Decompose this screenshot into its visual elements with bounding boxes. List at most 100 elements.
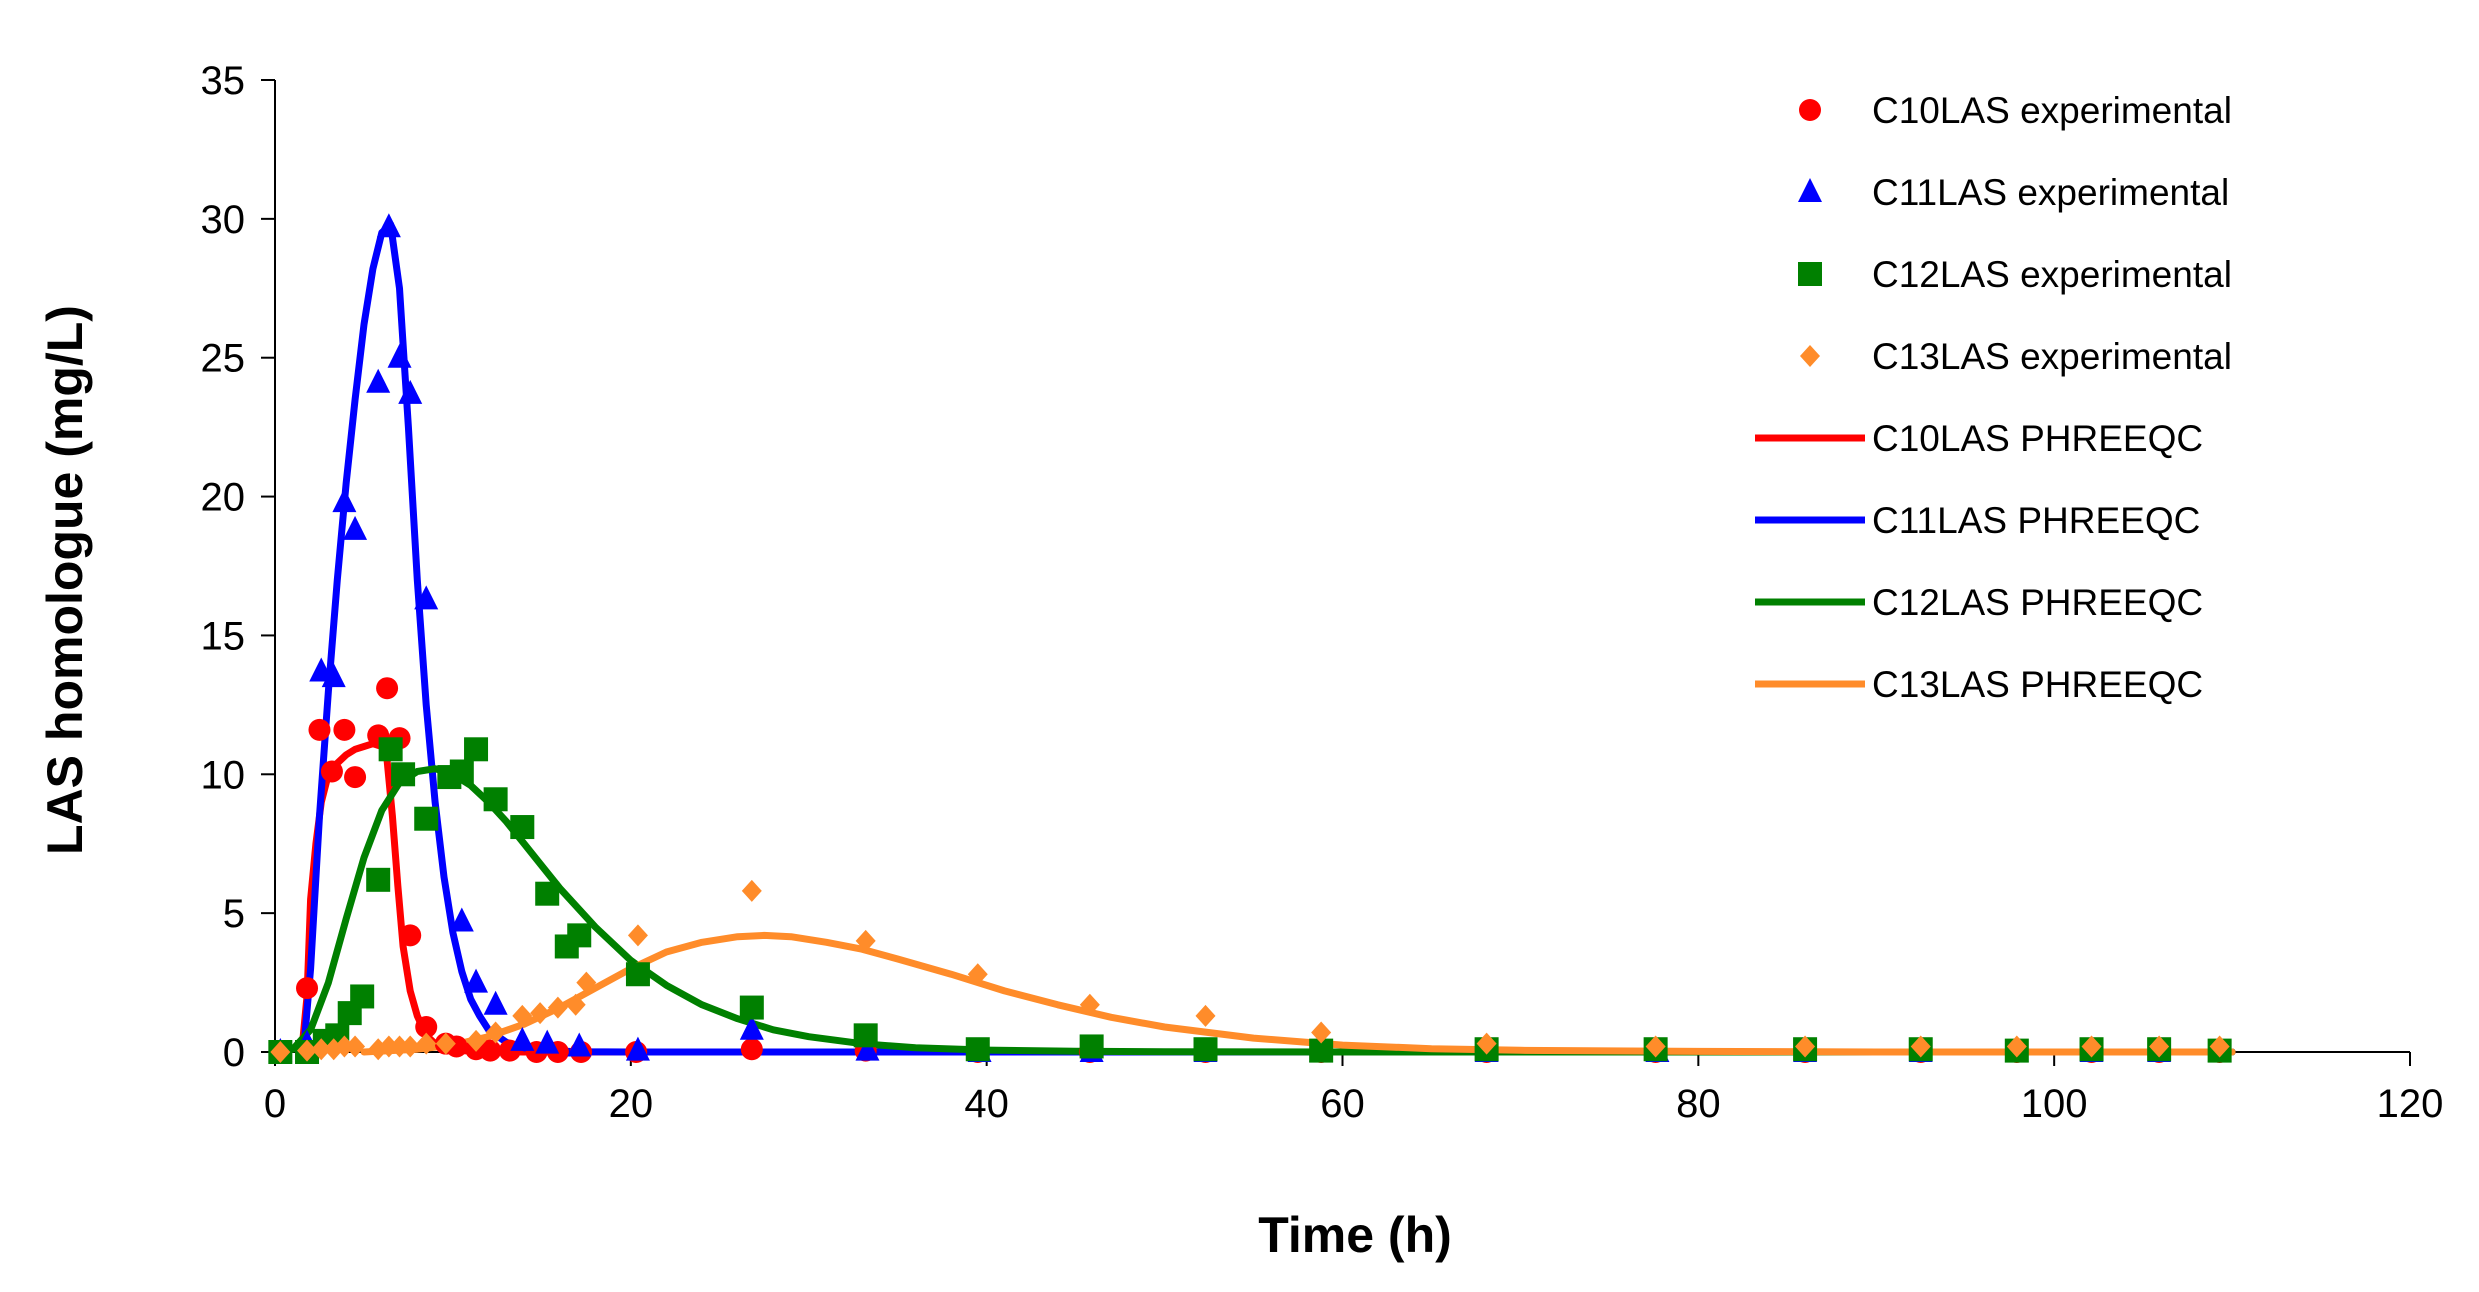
- data-point: [308, 718, 331, 741]
- y-tick-label: 30: [201, 198, 246, 242]
- data-point: [485, 1021, 506, 1044]
- data-point: [1079, 993, 1100, 1016]
- data-point: [333, 718, 356, 741]
- data-point: [2209, 1035, 2230, 1058]
- data-point: [2081, 1035, 2102, 1058]
- data-point: [535, 1029, 560, 1054]
- data-point: [855, 929, 876, 952]
- x-tick-label: 0: [264, 1082, 286, 1126]
- x-tick-label: 20: [609, 1082, 654, 1126]
- data-point: [466, 1029, 487, 1052]
- data-points: [268, 213, 2232, 1064]
- data-point: [389, 1035, 410, 1058]
- data-point: [1079, 1034, 1104, 1059]
- x-tick-label: 120: [2377, 1082, 2444, 1126]
- y-tick-label: 20: [201, 476, 246, 520]
- data-point: [740, 1038, 763, 1061]
- data-point: [1910, 1035, 1931, 1058]
- x-tick-label: 40: [964, 1082, 1009, 1126]
- y-axis-title: LAS homologue (mg/L): [37, 305, 93, 855]
- data-point: [510, 815, 535, 840]
- data-point: [414, 585, 439, 610]
- legend-label: C12LAS PHREEQC: [1872, 582, 2203, 623]
- legend-marker: [1800, 345, 1820, 367]
- data-point: [376, 677, 399, 700]
- data-point: [376, 213, 401, 238]
- data-point: [625, 1036, 650, 1061]
- data-point: [576, 971, 597, 994]
- data-point: [391, 762, 416, 787]
- data-point: [479, 1039, 502, 1062]
- data-point: [625, 962, 650, 987]
- data-point: [853, 1023, 878, 1048]
- data-point: [399, 924, 422, 947]
- data-point: [400, 1035, 421, 1058]
- data-point: [343, 515, 368, 540]
- data-point: [2006, 1035, 2027, 1058]
- legend-label: C10LAS PHREEQC: [1872, 418, 2203, 459]
- y-tick-label: 35: [201, 59, 246, 103]
- data-point: [1195, 1004, 1216, 1027]
- legend-marker: [1798, 262, 1822, 286]
- data-point: [1476, 1032, 1497, 1055]
- y-tick-label: 5: [223, 892, 245, 936]
- data-point: [483, 990, 508, 1015]
- legend-marker: [1798, 178, 1822, 202]
- data-point: [741, 879, 762, 902]
- data-point: [567, 1032, 592, 1057]
- data-point: [334, 1035, 355, 1058]
- legend: C10LAS experimental C11LAS experimental C1…: [1755, 90, 2232, 705]
- y-tick-label: 10: [201, 753, 246, 797]
- y-tick-label: 0: [223, 1031, 245, 1075]
- data-point: [270, 1041, 291, 1063]
- data-point: [627, 924, 648, 947]
- data-point: [309, 657, 334, 682]
- data-point: [1795, 1035, 1816, 1058]
- data-point: [378, 1035, 399, 1058]
- data-point: [366, 867, 391, 892]
- legend-label: C11LAS experimental: [1872, 172, 2229, 213]
- data-point: [321, 663, 346, 688]
- data-point: [387, 343, 412, 368]
- data-point: [311, 1038, 332, 1061]
- data-point: [449, 759, 474, 784]
- legend-label: C12LAS experimental: [1872, 254, 2232, 295]
- legend-label: C11LAS PHREEQC: [1872, 500, 2200, 541]
- data-point: [483, 787, 508, 812]
- x-tick-label: 100: [2021, 1082, 2088, 1126]
- series-line: [298, 740, 2236, 1056]
- data-point: [415, 1016, 438, 1039]
- data-point: [345, 1035, 366, 1058]
- data-point: [296, 977, 319, 1000]
- y-tick-label: 15: [201, 614, 246, 658]
- data-point: [535, 881, 560, 906]
- data-point: [350, 984, 375, 1009]
- data-point: [565, 993, 586, 1016]
- x-tick-label: 60: [1320, 1082, 1365, 1126]
- data-point: [2149, 1035, 2170, 1058]
- series-line: [360, 931, 2236, 1056]
- legend-label: C13LAS experimental: [1872, 336, 2232, 377]
- data-point: [855, 1036, 880, 1061]
- data-point: [510, 1026, 535, 1051]
- data-point: [435, 1032, 456, 1055]
- ticks: 0 20 40 60 80 100 120 0 5 10 15 20 25 30 35: [201, 59, 2444, 1126]
- data-point: [464, 968, 489, 993]
- data-point: [547, 996, 568, 1019]
- legend-marker: [1799, 99, 1821, 121]
- data-point: [1311, 1021, 1332, 1044]
- data-point: [449, 907, 474, 932]
- data-point: [567, 923, 592, 948]
- data-point: [332, 488, 357, 513]
- data-point: [416, 1032, 437, 1055]
- data-point: [414, 806, 439, 831]
- data-point: [965, 1037, 990, 1062]
- data-point: [297, 1039, 318, 1062]
- data-point: [1193, 1037, 1218, 1062]
- legend-label: C13LAS PHREEQC: [1872, 664, 2203, 705]
- data-point: [464, 737, 489, 762]
- legend-label: C10LAS experimental: [1872, 90, 2232, 131]
- data-point: [1645, 1035, 1666, 1058]
- data-point: [320, 760, 343, 783]
